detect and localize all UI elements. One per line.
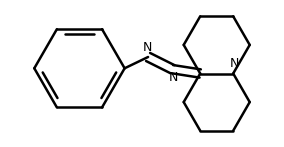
Text: N: N <box>169 71 178 84</box>
Text: N: N <box>229 57 239 70</box>
Text: N: N <box>143 41 152 54</box>
